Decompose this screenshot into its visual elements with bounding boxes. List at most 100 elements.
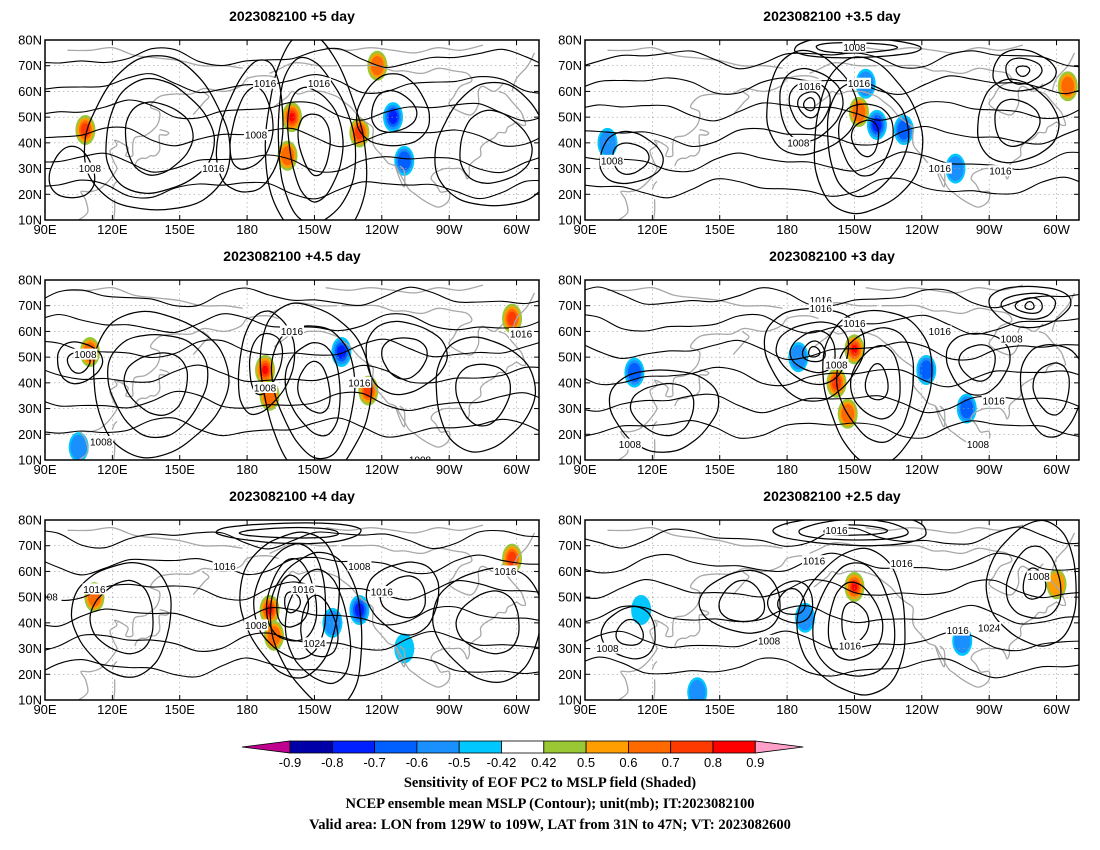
negative-sensitivity-blob	[916, 355, 937, 385]
map-layers: 1008 1016 1016 1008 1016 1008 1016	[585, 40, 1079, 220]
lon-tick-label: 90E	[573, 222, 596, 237]
map-frame	[44, 39, 540, 221]
isobar	[45, 529, 539, 550]
lon-tick-label: 180	[236, 702, 258, 717]
isobar	[356, 73, 431, 147]
isobar	[958, 344, 996, 382]
isobar-label: 1008	[409, 456, 432, 467]
colorbar-segment	[585, 740, 629, 754]
lat-tick-label: 30N	[18, 641, 42, 656]
coastline	[865, 524, 1024, 534]
isobar-label-bg	[291, 583, 316, 595]
isobar	[45, 364, 539, 384]
isobar-label: 1016	[848, 79, 871, 90]
isobar	[124, 101, 194, 176]
isobar	[1032, 362, 1070, 416]
mslp-contours	[45, 286, 539, 460]
shade-level	[851, 345, 858, 354]
isobar-label-bg	[927, 162, 952, 174]
isobar-label: 1008	[825, 360, 848, 371]
isobar	[600, 605, 656, 660]
isobar	[992, 48, 1057, 92]
isobar	[45, 99, 539, 122]
lat-tick-label: 50N	[18, 590, 42, 605]
isobar	[300, 594, 339, 658]
axis-ticks: 10N 20N 30N 40N 50N 60N 70N 80N 90E 120E 150E 180 15…	[558, 33, 1079, 237]
isobar-label-bg	[988, 165, 1013, 177]
lat-tick-label: 20N	[18, 667, 42, 682]
lon-tick-label: 150E	[705, 702, 736, 717]
isobar-label-bg	[802, 555, 827, 567]
isobar-label-bg	[1026, 570, 1051, 582]
coastline	[813, 330, 1067, 448]
lon-tick-label: 150W	[837, 462, 872, 477]
isobar	[585, 313, 1079, 335]
gridlines	[585, 40, 1079, 220]
lon-tick-label: 120E	[97, 702, 128, 717]
lat-tick-label: 60N	[558, 324, 582, 339]
positive-sensitivity-blob	[282, 102, 302, 133]
lon-tick-label: 150E	[165, 222, 196, 237]
isobar	[284, 568, 352, 685]
isobar	[608, 369, 720, 453]
positive-sensitivity-blob	[844, 334, 865, 365]
map-area: 10161016101610161008100810161008100810N2…	[558, 273, 1080, 477]
coastline	[1051, 532, 1076, 572]
coastline	[67, 286, 243, 309]
isobar-label: 1016	[989, 167, 1012, 178]
isobar	[45, 47, 539, 68]
lat-tick-label: 70N	[18, 538, 42, 553]
isobar	[585, 552, 1079, 574]
isobar-label: 1016	[371, 588, 394, 599]
coastline	[112, 679, 116, 700]
map-background	[585, 520, 1079, 700]
isobar-label-bg	[253, 77, 278, 89]
negative-sensitivity-blob	[687, 677, 708, 700]
shade-level	[919, 360, 933, 380]
coastline	[111, 660, 118, 670]
isobar	[585, 125, 1079, 148]
lon-tick-label: 150E	[705, 222, 736, 237]
isobar	[45, 657, 539, 678]
isobar-label-bg	[842, 41, 867, 53]
map-area: 1016 1016 1016 1008 1016 1024 1008 1016 1008 10N 2…	[558, 513, 1080, 717]
lat-tick-label: 60N	[18, 324, 42, 339]
lat-tick-label: 40N	[558, 375, 582, 390]
coastline	[607, 526, 783, 549]
coastline	[192, 90, 210, 116]
coastline	[618, 555, 819, 700]
colorbar-label: 0.9	[746, 755, 764, 770]
lat-tick-label: 80N	[18, 33, 42, 48]
negative-sensitivity-blob	[68, 432, 89, 460]
lon-tick-label: 90W	[436, 222, 463, 237]
lon-tick-label: 90E	[573, 462, 596, 477]
panel-title: 2023082100 +4.5 day	[223, 248, 361, 264]
isobar	[45, 179, 539, 200]
map-background	[585, 40, 1079, 220]
isobar-label: 1008	[1001, 335, 1024, 346]
coastline	[394, 405, 406, 428]
isobar-label: 008	[41, 593, 58, 604]
isobar	[945, 332, 1011, 396]
shade-level	[507, 311, 517, 326]
mslp-contours	[45, 40, 539, 220]
lat-tick-label: 20N	[558, 427, 582, 442]
isobar-label: 1024	[303, 639, 326, 650]
colorbar-label: -0.6	[406, 755, 428, 770]
coastline	[652, 199, 656, 220]
isobar-label: 1008	[601, 156, 624, 167]
isobar-label-bg	[82, 583, 107, 595]
isobar-label: 1008	[74, 350, 97, 361]
isobar	[365, 561, 440, 636]
coastline	[273, 570, 527, 688]
isobar	[435, 336, 537, 453]
isobar	[1015, 65, 1031, 77]
isobar	[629, 382, 695, 437]
isobar	[777, 587, 806, 616]
lat-tick-label: 20N	[558, 187, 582, 202]
shade-level	[281, 146, 294, 166]
axis-ticks: 10N 20N 30N 40N 50N 60N 70N 80N 90E 120E 150E 180 15…	[558, 513, 1079, 717]
lat-tick-label: 80N	[558, 33, 582, 48]
isobar	[379, 575, 426, 619]
